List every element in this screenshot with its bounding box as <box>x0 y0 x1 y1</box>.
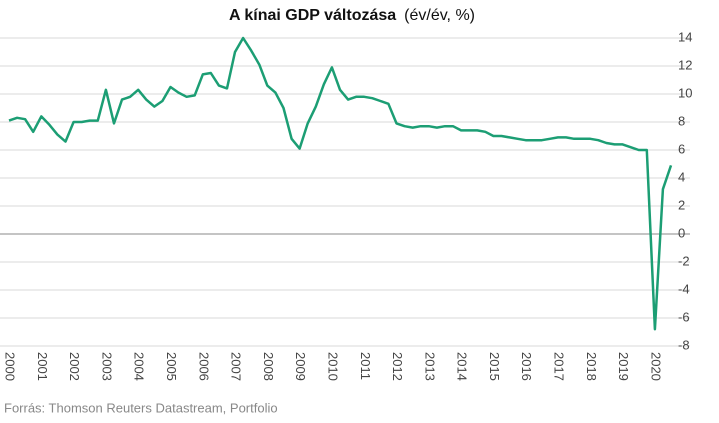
x-tick-label: 2019 <box>616 352 631 381</box>
data-line <box>8 36 673 331</box>
x-tick-label: 2003 <box>99 352 114 381</box>
x-tick-label: 2011 <box>358 352 373 380</box>
source: Forrás: Thomson Reuters Datastream, Port… <box>4 400 278 415</box>
x-tick-label: 2017 <box>552 352 567 381</box>
y-tick-label: -6 <box>678 309 690 324</box>
y-tick-label: 6 <box>678 141 685 156</box>
title: A kínai GDP változása <box>229 7 396 24</box>
x-tick-label: 2002 <box>67 352 82 381</box>
y-tick-label: -4 <box>678 281 690 296</box>
unit: (év/év, %) <box>404 7 475 24</box>
x-tick-label: 2000 <box>3 352 18 381</box>
x-tick-label: 2004 <box>132 352 147 381</box>
y-tick-label: -2 <box>678 253 690 268</box>
y-tick-label: 14 <box>678 29 692 44</box>
y-tick-label: 2 <box>678 197 685 212</box>
y-tick-label: 4 <box>678 169 685 184</box>
x-tick-label: 2005 <box>164 352 179 381</box>
chart-title: A kínai GDP változása (év/év, %) <box>229 7 475 24</box>
x-tick-label: 2016 <box>519 352 534 381</box>
x-tick-label: 2020 <box>648 352 663 381</box>
y-tick-label: 10 <box>678 85 692 100</box>
x-tick-label: 2010 <box>325 352 340 381</box>
y-tick-label: 8 <box>678 113 685 128</box>
x-tick-label: 2018 <box>584 352 599 381</box>
x-tick-label: 2008 <box>261 352 276 381</box>
x-tick-label: 2001 <box>35 352 50 381</box>
x-tick-label: 2009 <box>293 352 308 381</box>
x-tick-label: 2013 <box>422 352 437 381</box>
x-tick-label: 2015 <box>487 352 502 381</box>
x-tick-label: 2012 <box>390 352 405 381</box>
x-tick-label: 2007 <box>229 352 244 381</box>
x-tick-label: 2006 <box>196 352 211 381</box>
x-tick-label: 2014 <box>455 352 470 381</box>
y-tick-label: 0 <box>678 225 685 240</box>
y-tick-label: 12 <box>678 57 692 72</box>
y-tick-label: -8 <box>678 337 690 352</box>
